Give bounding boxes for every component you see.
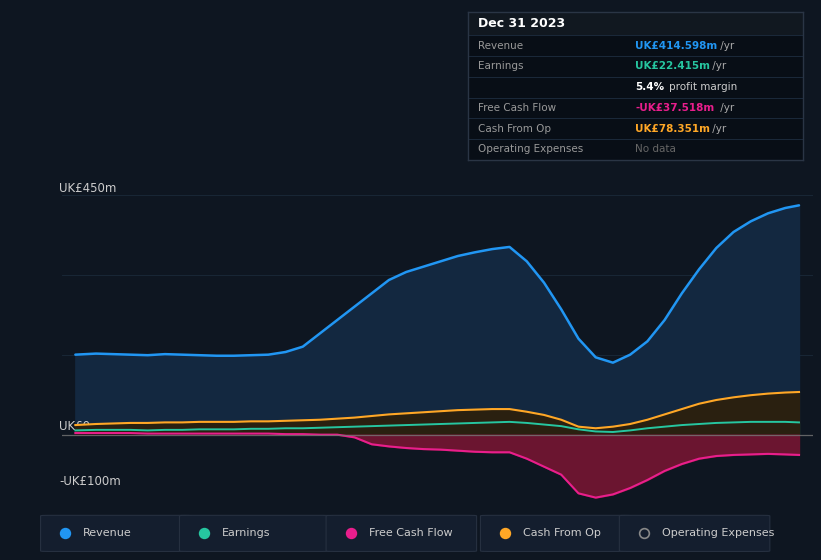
FancyBboxPatch shape xyxy=(468,12,803,35)
Text: Free Cash Flow: Free Cash Flow xyxy=(369,529,452,538)
FancyBboxPatch shape xyxy=(619,515,770,552)
Text: Free Cash Flow: Free Cash Flow xyxy=(478,103,556,113)
Text: UK£450m: UK£450m xyxy=(59,181,117,195)
Text: /yr: /yr xyxy=(717,41,734,51)
Text: -UK£100m: -UK£100m xyxy=(59,475,121,488)
Text: Revenue: Revenue xyxy=(478,41,523,51)
Text: UK£22.415m: UK£22.415m xyxy=(635,62,710,72)
Text: /yr: /yr xyxy=(709,124,727,133)
FancyBboxPatch shape xyxy=(480,515,631,552)
FancyBboxPatch shape xyxy=(40,515,191,552)
FancyBboxPatch shape xyxy=(326,515,476,552)
Text: /yr: /yr xyxy=(709,62,727,72)
FancyBboxPatch shape xyxy=(180,515,330,552)
Text: Dec 31 2023: Dec 31 2023 xyxy=(478,17,565,30)
Text: -UK£37.518m: -UK£37.518m xyxy=(635,103,715,113)
Text: Cash From Op: Cash From Op xyxy=(523,529,601,538)
Text: Revenue: Revenue xyxy=(83,529,131,538)
Text: Earnings: Earnings xyxy=(478,62,524,72)
Text: No data: No data xyxy=(635,144,677,154)
Text: UK£0: UK£0 xyxy=(59,420,90,433)
Text: 5.4%: 5.4% xyxy=(635,82,664,92)
Text: UK£78.351m: UK£78.351m xyxy=(635,124,710,133)
Text: UK£414.598m: UK£414.598m xyxy=(635,41,718,51)
Text: Earnings: Earnings xyxy=(222,529,270,538)
Text: Cash From Op: Cash From Op xyxy=(478,124,551,133)
Text: profit margin: profit margin xyxy=(669,82,737,92)
Text: /yr: /yr xyxy=(717,103,734,113)
Text: Operating Expenses: Operating Expenses xyxy=(662,529,774,538)
Text: Operating Expenses: Operating Expenses xyxy=(478,144,583,154)
